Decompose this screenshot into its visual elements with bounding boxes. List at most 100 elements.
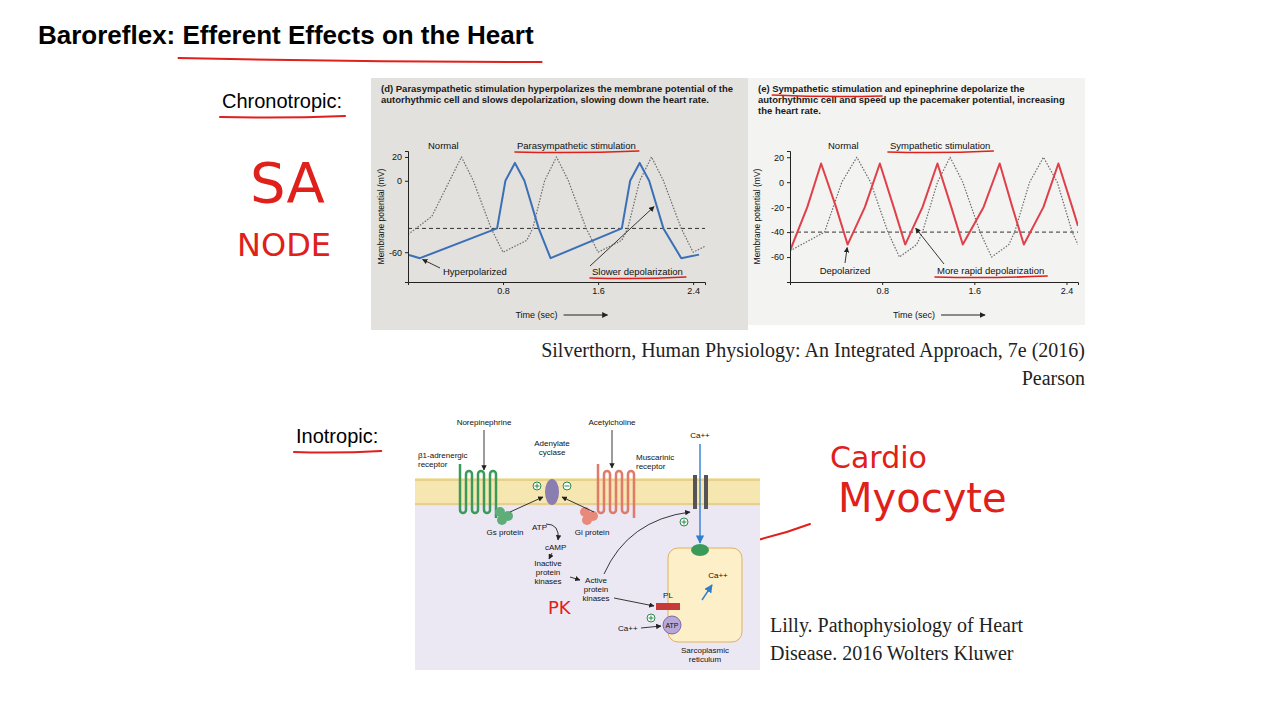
chart-panel: (e) Sympathetic stimulation and epinephr… — [748, 78, 1085, 325]
tick-mark — [1066, 282, 1067, 285]
panel-background — [371, 78, 748, 330]
g-protein — [497, 515, 507, 525]
tick: 20 — [774, 153, 790, 163]
handwritten-underline — [935, 276, 1047, 278]
g-protein — [582, 515, 592, 525]
tick-mark — [787, 232, 790, 233]
diagram-label: Adenylatecyclase — [534, 439, 570, 457]
series-line — [408, 157, 705, 252]
serca-pump — [663, 616, 681, 634]
tick-mark — [882, 282, 883, 285]
handwritten-underline — [220, 116, 345, 118]
tick-mark — [787, 257, 790, 258]
receptor — [460, 464, 496, 518]
arrow — [510, 497, 543, 512]
chart-title: (d) Parasympathetic stimulation hyperpol… — [381, 83, 733, 105]
handwritten-note: PK — [548, 597, 572, 618]
diagram-background — [415, 408, 760, 670]
sign-circle — [680, 518, 688, 526]
receptor — [598, 464, 634, 518]
section-label: Chronotropic: — [222, 90, 342, 112]
y-axis: 20 0 -20 -40 -60 — [771, 152, 791, 283]
diagram-label: Gs protein — [487, 528, 524, 537]
diagram-label: β1-adrenergicreceptor — [418, 451, 468, 469]
diagram-label: Inactiveproteinkinases — [534, 559, 562, 586]
arrow — [612, 430, 613, 468]
y-axis: 20 0 -60 — [389, 152, 409, 283]
tick-label: 2.4 — [1061, 286, 1074, 296]
series-line — [408, 163, 699, 258]
signaling-diagram: NorepinephrineAcetylcholineβ1-adrenergic… — [415, 408, 760, 670]
series-label: Parasympathetic stimulation — [517, 140, 636, 151]
panel-background — [748, 78, 1085, 325]
citation: Silverthorn, Human Physiology: An Integr… — [541, 339, 1085, 362]
ca-channel — [704, 475, 708, 509]
tick: -40 — [771, 227, 790, 237]
sign-circle — [533, 482, 541, 490]
slide: Baroreflex: Efferent Effects on the Hear… — [0, 0, 1280, 720]
sign-circle — [563, 482, 571, 490]
handwritten-underline — [179, 58, 542, 62]
tick-label: -40 — [771, 227, 784, 237]
tick-label: 0.8 — [497, 286, 510, 296]
handwritten-note: NODE — [237, 226, 331, 264]
citation: Pearson — [1022, 367, 1085, 389]
handwritten-underline — [590, 277, 686, 279]
tick-mark — [503, 282, 504, 285]
tick-mark — [787, 182, 790, 183]
series-line — [790, 163, 1078, 250]
tick-mark — [693, 282, 694, 285]
axis-arrow — [564, 315, 608, 316]
tick: -60 — [389, 248, 408, 258]
x-axis: 0.81.62.4 — [791, 282, 1079, 296]
adenylate-cyclase — [545, 479, 559, 505]
chart-panel: (d) Parasympathetic stimulation hyperpol… — [371, 78, 748, 330]
axis-line — [405, 152, 409, 283]
diagram-label: ATP — [532, 523, 547, 532]
tick-mark — [787, 207, 790, 208]
tick-label: 20 — [392, 152, 402, 162]
annotation-arrow — [423, 259, 440, 268]
tick: 1.6 — [969, 282, 982, 296]
chart-title: (e) Sympathetic stimulation and epinephr… — [758, 83, 1065, 116]
diagram-label: Norepinephrine — [457, 418, 512, 427]
tick: 0 — [779, 178, 790, 188]
tick-label: -20 — [771, 203, 784, 213]
axis-line — [791, 283, 1079, 286]
annotation-arrow — [845, 248, 847, 263]
diagram-label: Gi protein — [575, 528, 610, 537]
tick-mark — [787, 157, 790, 158]
tick-label: 20 — [774, 153, 784, 163]
arrow — [699, 444, 700, 543]
handwritten-underline — [757, 524, 810, 540]
tick: -20 — [771, 203, 790, 213]
sign-circle — [647, 614, 655, 622]
diagram-label: Activeproteinkinases — [582, 576, 609, 603]
series-line — [790, 157, 1078, 257]
tick-label: -60 — [771, 252, 784, 262]
arrow — [570, 577, 580, 580]
slide-title: Baroreflex: Efferent Effects on the Hear… — [38, 20, 534, 50]
annotation: Depolarized — [820, 265, 871, 276]
tick: 2.4 — [687, 282, 700, 296]
tick-label: 0 — [397, 176, 402, 186]
tick: -60 — [771, 252, 790, 262]
plot-marks — [408, 157, 705, 258]
tick: 1.6 — [592, 282, 605, 296]
annotation: Slower depolarization — [592, 266, 683, 277]
diagram-label: Ca++ — [690, 431, 710, 440]
diagram-label: PL — [663, 591, 673, 600]
axis-title: Membrane potential (mV) — [376, 168, 386, 264]
tick-mark — [405, 252, 408, 253]
arrow — [641, 626, 661, 628]
axis-line — [409, 283, 706, 286]
plot-marks — [790, 157, 1078, 257]
arrow — [562, 497, 594, 512]
tick: 0.8 — [497, 282, 510, 296]
series-label: Normal — [828, 140, 859, 151]
section-label: Inotropic: — [296, 425, 378, 447]
axis-line — [787, 152, 791, 283]
sign — [565, 486, 570, 487]
threshold-line — [790, 232, 1078, 233]
tick-mark — [974, 282, 975, 285]
